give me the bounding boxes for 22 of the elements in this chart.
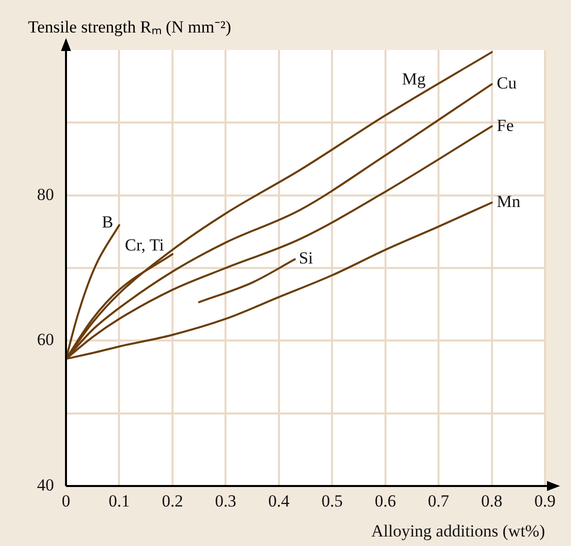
y-tick-label: 80	[37, 184, 54, 204]
series-label: Mn	[496, 192, 521, 212]
series-label: B	[102, 212, 114, 232]
x-tick-label: 0.3	[215, 492, 236, 511]
x-tick-label: 0.5	[321, 492, 343, 511]
y-tick-label: 40	[37, 475, 54, 494]
x-tick-label: 0.7	[428, 492, 450, 511]
series-label: Fe	[496, 116, 514, 135]
x-tick-label: 0.4	[268, 492, 290, 511]
series-label: Cu	[496, 74, 518, 93]
x-tick-label: 0.9	[534, 492, 556, 511]
x-axis-title: Alloying additions (wt%)	[371, 521, 545, 540]
y-tick-label: 60	[37, 330, 54, 350]
x-tick-label: 0.8	[481, 492, 502, 511]
series-label: Cr, Ti	[124, 236, 164, 255]
x-tick-label: 0.1	[108, 492, 130, 511]
series-label: Si	[298, 248, 314, 268]
x-tick-label: 0.2	[162, 492, 184, 511]
series-label: Mg	[402, 70, 426, 89]
x-tick-label: 0	[62, 492, 70, 511]
y-axis-title: Tensile strength Rₘ (N mm⁻²)	[28, 17, 232, 36]
x-tick-label: 0.6	[374, 492, 396, 511]
